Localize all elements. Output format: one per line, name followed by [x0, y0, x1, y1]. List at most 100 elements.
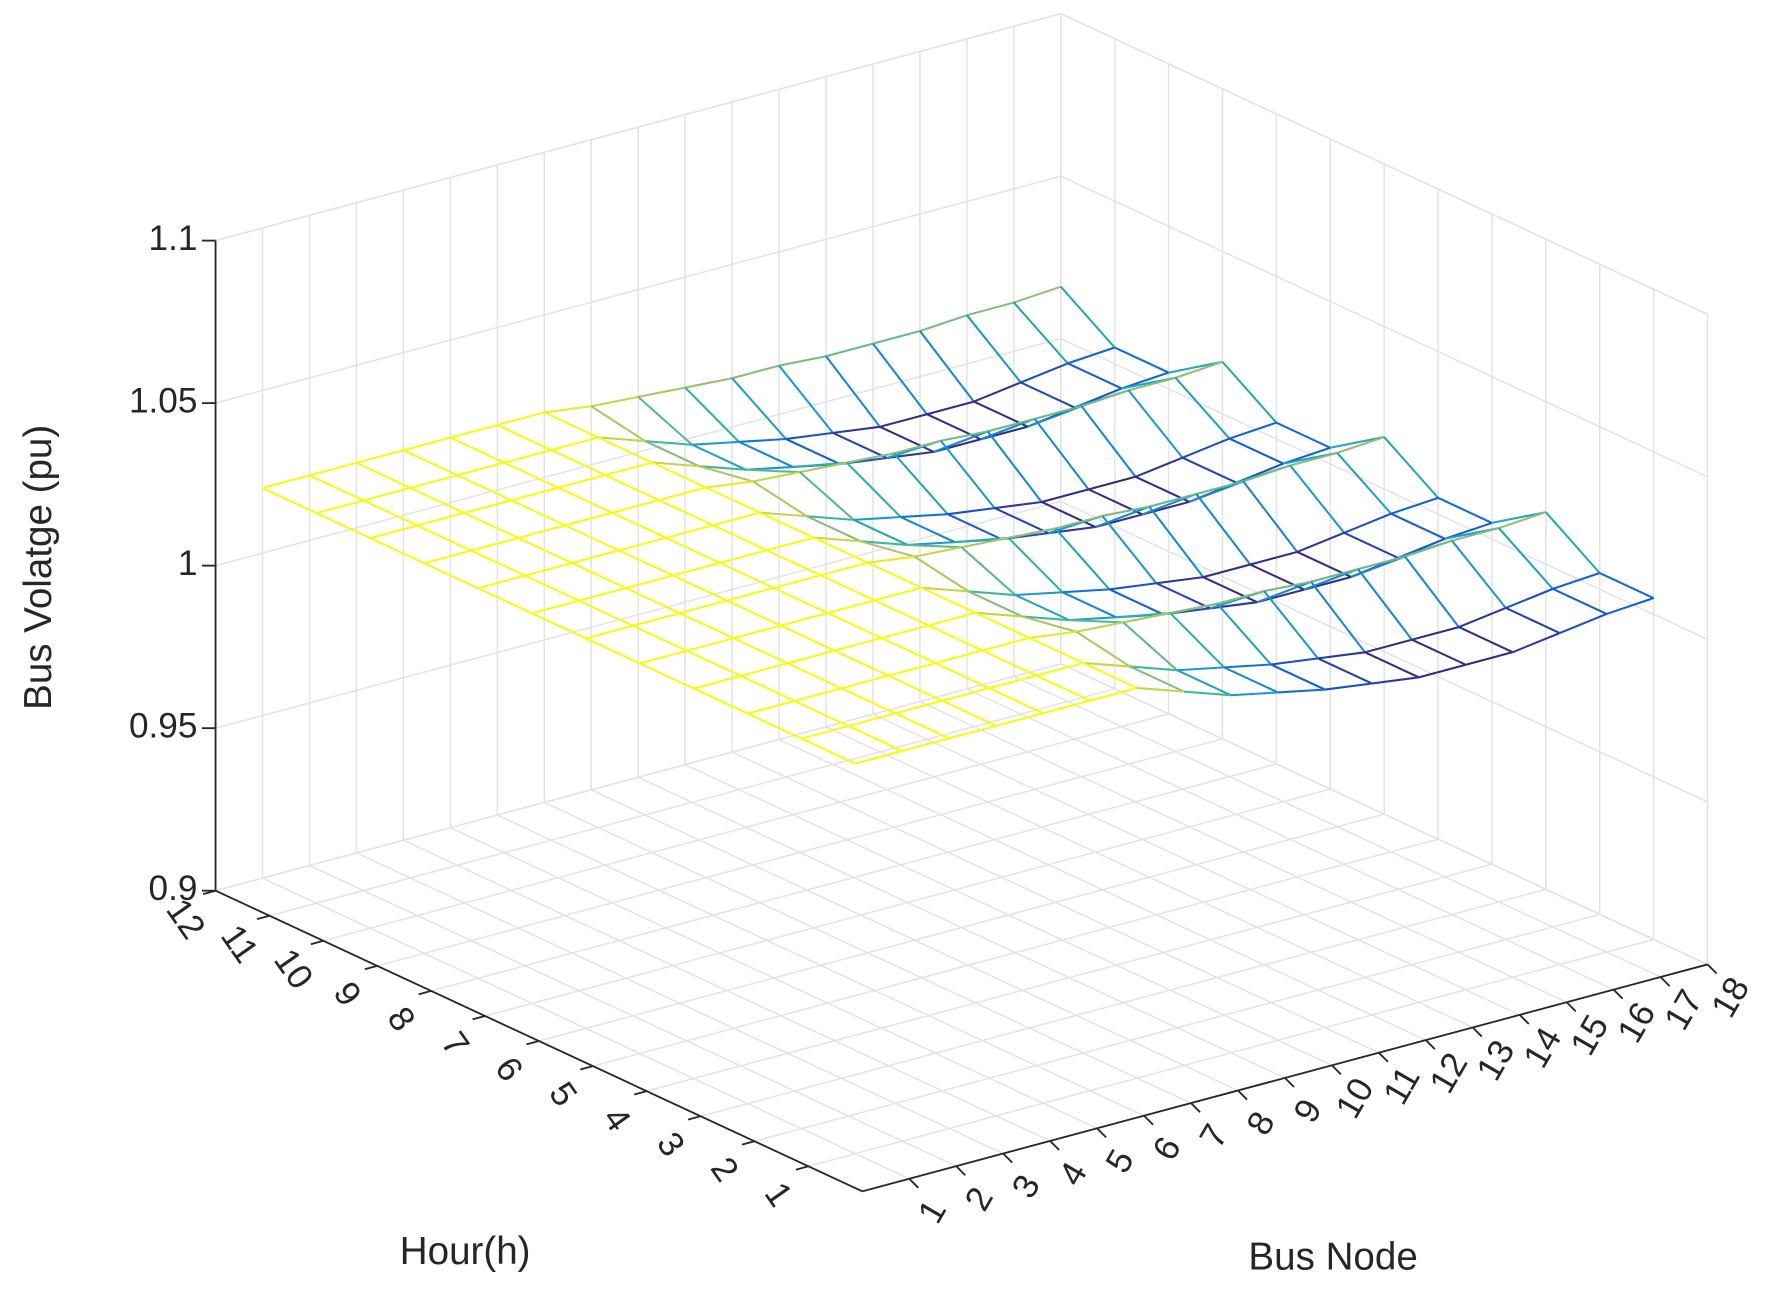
mesh-edge — [1202, 576, 1258, 604]
z-axis-label: Bus Volatge (pu) — [17, 425, 60, 710]
mesh-edge — [369, 537, 425, 565]
mesh-edge — [1390, 496, 1439, 515]
mesh-edge — [693, 687, 748, 715]
mesh-edge — [564, 524, 620, 552]
mesh-edge — [1336, 436, 1385, 454]
mesh-edge — [747, 712, 802, 740]
mesh-edge — [1076, 621, 1124, 633]
mesh-edge — [423, 562, 479, 590]
x-tick — [908, 1178, 919, 1189]
mesh-edge — [1390, 512, 1446, 540]
mesh-edge — [1242, 480, 1298, 553]
floor-grid-line — [592, 838, 1439, 1067]
x-tick-label: 17 — [1657, 983, 1710, 1036]
mesh-edge — [860, 540, 908, 546]
mesh-edge — [564, 511, 613, 527]
mesh-edge — [524, 574, 580, 602]
mesh-edge — [672, 574, 728, 602]
mesh-edge — [712, 524, 768, 552]
mesh-edge — [1552, 587, 1608, 615]
mesh-edge — [416, 524, 472, 552]
mesh-edge — [1196, 480, 1244, 495]
y-tick — [633, 1090, 647, 1096]
mesh-edge — [456, 474, 512, 502]
mesh-edge — [309, 461, 357, 477]
mesh-edge — [705, 480, 754, 489]
floor-grid-line — [323, 713, 1169, 942]
mesh-edge — [1498, 527, 1554, 590]
mesh-edge — [658, 486, 707, 502]
mesh-edge — [1228, 437, 1284, 465]
mesh-edge — [1008, 527, 1056, 539]
mesh-edge — [309, 474, 364, 502]
mesh-edge — [1364, 651, 1420, 679]
z-tick-label: 1 — [178, 544, 198, 583]
mesh-edge — [1270, 663, 1326, 691]
mesh-edge — [1418, 663, 1467, 679]
mesh-edge — [995, 712, 1044, 727]
mesh-edge — [1033, 418, 1090, 490]
mesh-edge — [531, 612, 587, 640]
mesh-edge — [1404, 555, 1460, 628]
mesh-edge — [1080, 405, 1137, 478]
mesh-edge — [726, 599, 782, 627]
mesh-edge — [893, 452, 949, 515]
mesh-edge — [651, 461, 707, 489]
mesh-edge — [1545, 511, 1601, 574]
mesh-edge — [1083, 661, 1131, 668]
mesh-edge — [888, 662, 936, 677]
mesh-edge — [1168, 360, 1223, 374]
y-tick — [418, 990, 432, 996]
mesh-edge — [1062, 588, 1110, 594]
mesh-edge — [1444, 521, 1493, 540]
mesh-edge — [1109, 582, 1157, 591]
mesh-edge — [1175, 360, 1223, 379]
y-tick-label: 2 — [703, 1150, 746, 1188]
wall-grid-line — [215, 175, 1062, 404]
mesh-edge — [847, 725, 903, 752]
mesh-edge — [1606, 597, 1654, 615]
mesh-edge — [550, 449, 606, 477]
mesh-edge — [872, 330, 921, 345]
mesh-edge — [1174, 377, 1231, 440]
mesh-edge — [948, 724, 997, 740]
mesh-edge — [1383, 436, 1439, 499]
mesh-edge — [874, 586, 922, 602]
mesh-edge — [1230, 691, 1279, 697]
y-tick — [580, 1065, 594, 1071]
mesh-edge — [1101, 515, 1158, 584]
mesh-edge — [933, 430, 989, 453]
mesh-edge — [1088, 475, 1136, 491]
mesh-edge — [544, 405, 592, 414]
mesh-edge — [604, 474, 660, 502]
mesh-edge — [773, 587, 829, 614]
mesh-edge — [1082, 662, 1138, 689]
mesh-edge — [726, 586, 774, 602]
mesh-edge — [907, 543, 962, 549]
mesh-edge — [698, 465, 747, 471]
mesh-edge — [738, 438, 787, 443]
mesh-edge — [766, 549, 822, 577]
mesh-edge — [578, 587, 627, 602]
mesh-edge — [919, 330, 975, 403]
floor-grid-line — [484, 788, 1331, 1017]
mesh-edge — [409, 486, 465, 514]
x-axis-label: Bus Node — [1248, 1236, 1417, 1279]
mesh-edge — [1067, 362, 1123, 390]
mesh-edge — [1552, 572, 1601, 590]
mesh-edge — [356, 449, 404, 464]
mesh-edge — [672, 561, 721, 577]
mesh-edge — [914, 546, 962, 558]
mesh-edge — [1129, 665, 1185, 693]
mesh-edge — [1498, 511, 1547, 530]
mesh-edge — [1042, 699, 1091, 715]
x-tick-label: 8 — [1239, 1105, 1283, 1141]
mesh-edge — [738, 440, 794, 468]
mesh-edge — [942, 687, 990, 702]
mesh-edge — [639, 662, 695, 690]
mesh-edge — [893, 439, 942, 455]
y-tick-label: 11 — [213, 918, 266, 970]
mesh-edge — [1069, 619, 1124, 624]
mesh-edge — [618, 549, 674, 577]
mesh-edge — [1505, 587, 1554, 609]
